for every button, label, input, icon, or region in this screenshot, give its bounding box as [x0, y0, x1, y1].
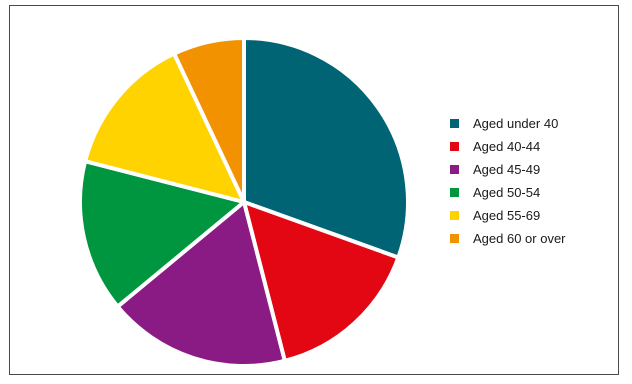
legend-label: Aged 55-69 — [473, 208, 541, 223]
pie-chart — [77, 36, 410, 369]
legend-item: Aged 50-54 — [450, 181, 566, 204]
legend-swatch — [450, 165, 459, 174]
pie-slice — [242, 36, 410, 260]
legend: Aged under 40 Aged 40-44 Aged 45-49 Aged… — [450, 112, 566, 250]
pie-slice — [242, 200, 401, 363]
legend-item: Aged under 40 — [450, 112, 566, 135]
legend-label: Aged 40-44 — [473, 139, 541, 154]
legend-label: Aged 60 or over — [473, 231, 566, 246]
legend-item: Aged 55-69 — [450, 204, 566, 227]
legend-label: Aged 45-49 — [473, 162, 541, 177]
legend-label: Aged under 40 — [473, 116, 559, 131]
pie-slice — [172, 36, 246, 204]
legend-swatch — [450, 119, 459, 128]
legend-item: Aged 45-49 — [450, 158, 566, 181]
legend-swatch — [450, 234, 459, 243]
legend-swatch — [450, 211, 459, 220]
pie-slice — [77, 159, 246, 309]
legend-item: Aged 60 or over — [450, 227, 566, 250]
legend-swatch — [450, 142, 459, 151]
legend-swatch — [450, 188, 459, 197]
chart-frame: Aged under 40 Aged 40-44 Aged 45-49 Aged… — [9, 5, 619, 375]
pie-slice — [115, 200, 287, 369]
legend-label: Aged 50-54 — [473, 185, 541, 200]
legend-item: Aged 40-44 — [450, 135, 566, 158]
pie-slice — [83, 51, 246, 204]
